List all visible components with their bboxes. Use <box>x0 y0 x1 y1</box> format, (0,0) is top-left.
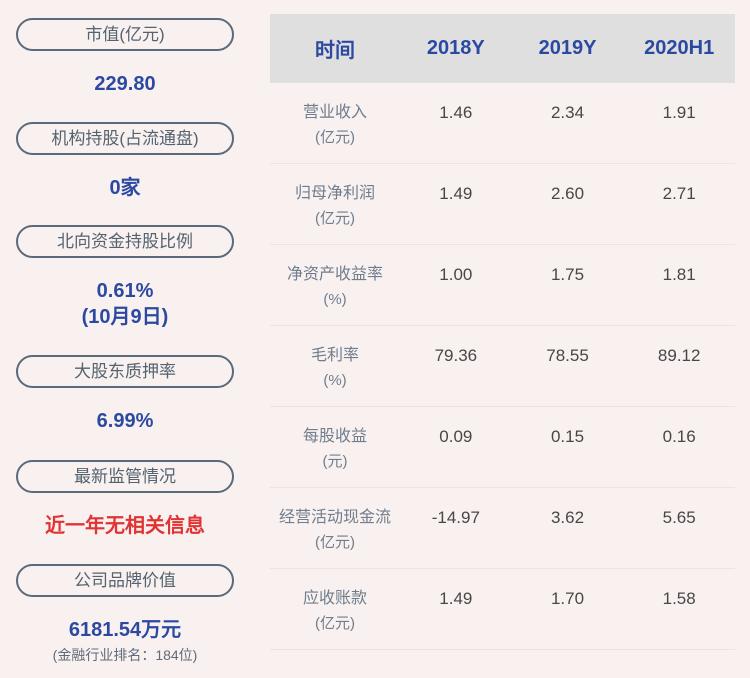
metric-name: 经营活动现金流 <box>278 509 391 526</box>
cell-value: 78.55 <box>546 346 589 365</box>
metric-name: 营业收入 <box>302 104 367 121</box>
table-row-roe: 净资产收益率 (%) 1.00 1.75 1.81 <box>270 245 735 326</box>
metric-name: 归母净利润 <box>294 185 375 202</box>
stat-regulatory-status: 最新监管情况 近一年无相关信息 <box>16 460 234 539</box>
stat-value-institutional-holding: 0家 <box>109 177 141 199</box>
cell-value: 1.46 <box>439 103 473 122</box>
stat-institutional-holding: 机构持股(占流通盘) 0家 <box>16 122 234 201</box>
table-row-accounts-receivable: 应收账款 (亿元) 1.49 1.70 1.58 <box>270 569 735 650</box>
stat-date-northbound-holding: (10月9日) <box>81 306 169 328</box>
stat-pledge-ratio: 大股东质押率 6.99% <box>16 355 234 434</box>
cell-value: 2.34 <box>550 103 585 122</box>
cell-value: 89.12 <box>657 346 701 365</box>
metric-unit: (元) <box>322 453 348 470</box>
cell-value: 2.71 <box>662 184 696 203</box>
table-header-2018y: 2018Y <box>426 37 485 59</box>
cell-value: 0.09 <box>439 427 473 446</box>
stat-pill-institutional-holding[interactable]: 机构持股(占流通盘) <box>16 122 234 155</box>
table-header-row: 时间 2018Y 2019Y 2020H1 <box>270 14 735 83</box>
cell-value: 1.58 <box>662 589 696 608</box>
stat-value-pledge-ratio: 6.99% <box>96 410 154 432</box>
stat-value-brand-value: 6181.54万元 <box>68 619 182 641</box>
stat-pill-brand-value[interactable]: 公司品牌价值 <box>16 564 234 597</box>
cell-value: 1.75 <box>550 265 585 284</box>
metric-unit: (%) <box>323 291 347 308</box>
table-row-operating-cash-flow: 经营活动现金流 (亿元) -14.97 3.62 5.65 <box>270 488 735 569</box>
stat-pill-regulatory-status[interactable]: 最新监管情况 <box>16 460 234 493</box>
table-row-net-profit: 归母净利润 (亿元) 1.49 2.60 2.71 <box>270 164 735 245</box>
stat-value-regulatory-status: 近一年无相关信息 <box>45 515 205 537</box>
metric-unit: (%) <box>323 372 347 389</box>
cell-value: 2.60 <box>550 184 585 203</box>
table-header-2020h1: 2020H1 <box>644 37 715 59</box>
metric-unit: (亿元) <box>315 534 355 551</box>
cell-value: 1.91 <box>662 103 696 122</box>
cell-value: 1.81 <box>662 265 696 284</box>
row-label-roe: 净资产收益率 (%) <box>270 262 400 312</box>
row-label-eps: 每股收益 (元) <box>270 424 400 474</box>
table-row-gross-margin: 毛利率 (%) 79.36 78.55 89.12 <box>270 326 735 407</box>
metric-unit: (亿元) <box>315 129 355 146</box>
row-label-gross-margin: 毛利率 (%) <box>270 343 400 393</box>
cell-value: 1.49 <box>439 589 473 608</box>
financial-table: 时间 2018Y 2019Y 2020H1 营业收入 (亿元) 1.46 2.3… <box>270 14 735 650</box>
cell-value: 3.62 <box>550 508 585 527</box>
stat-value-northbound-holding: 0.61% <box>96 280 154 302</box>
cell-value: -14.97 <box>431 508 480 527</box>
metric-unit: (亿元) <box>315 210 355 227</box>
stat-pill-pledge-ratio[interactable]: 大股东质押率 <box>16 355 234 388</box>
cell-value: 0.16 <box>662 427 696 446</box>
cell-value: 1.00 <box>439 265 473 284</box>
cell-value: 79.36 <box>434 346 478 365</box>
stat-market-cap: 市值(亿元) 229.80 <box>16 18 234 97</box>
row-label-net-profit: 归母净利润 (亿元) <box>270 181 400 231</box>
cell-value: 5.65 <box>662 508 696 527</box>
stat-pill-northbound-holding[interactable]: 北向资金持股比例 <box>16 225 234 258</box>
metric-name: 净资产收益率 <box>286 266 383 283</box>
row-label-accounts-receivable: 应收账款 (亿元) <box>270 586 400 636</box>
metric-name: 应收账款 <box>302 590 367 607</box>
metric-name: 每股收益 <box>302 428 367 445</box>
row-label-revenue: 营业收入 (亿元) <box>270 100 400 150</box>
stat-brand-value: 公司品牌价值 6181.54万元 (金融行业排名：184位) <box>16 564 234 664</box>
row-label-operating-cash-flow: 经营活动现金流 (亿元) <box>270 505 400 555</box>
cell-value: 1.70 <box>550 589 585 608</box>
table-header-time: 时间 <box>315 40 355 62</box>
table-row-eps: 每股收益 (元) 0.09 0.15 0.16 <box>270 407 735 488</box>
table-row-revenue: 营业收入 (亿元) 1.46 2.34 1.91 <box>270 83 735 164</box>
stat-northbound-holding: 北向资金持股比例 0.61% (10月9日) <box>16 225 234 330</box>
table-header-2019y: 2019Y <box>538 37 597 59</box>
cell-value: 1.49 <box>439 184 473 203</box>
metric-unit: (亿元) <box>315 615 355 632</box>
stat-pill-market-cap[interactable]: 市值(亿元) <box>16 18 234 51</box>
cell-value: 0.15 <box>550 427 585 446</box>
stat-rank-brand-value: (金融行业排名：184位) <box>52 647 198 663</box>
metric-name: 毛利率 <box>310 347 359 364</box>
stat-value-market-cap: 229.80 <box>94 73 156 95</box>
